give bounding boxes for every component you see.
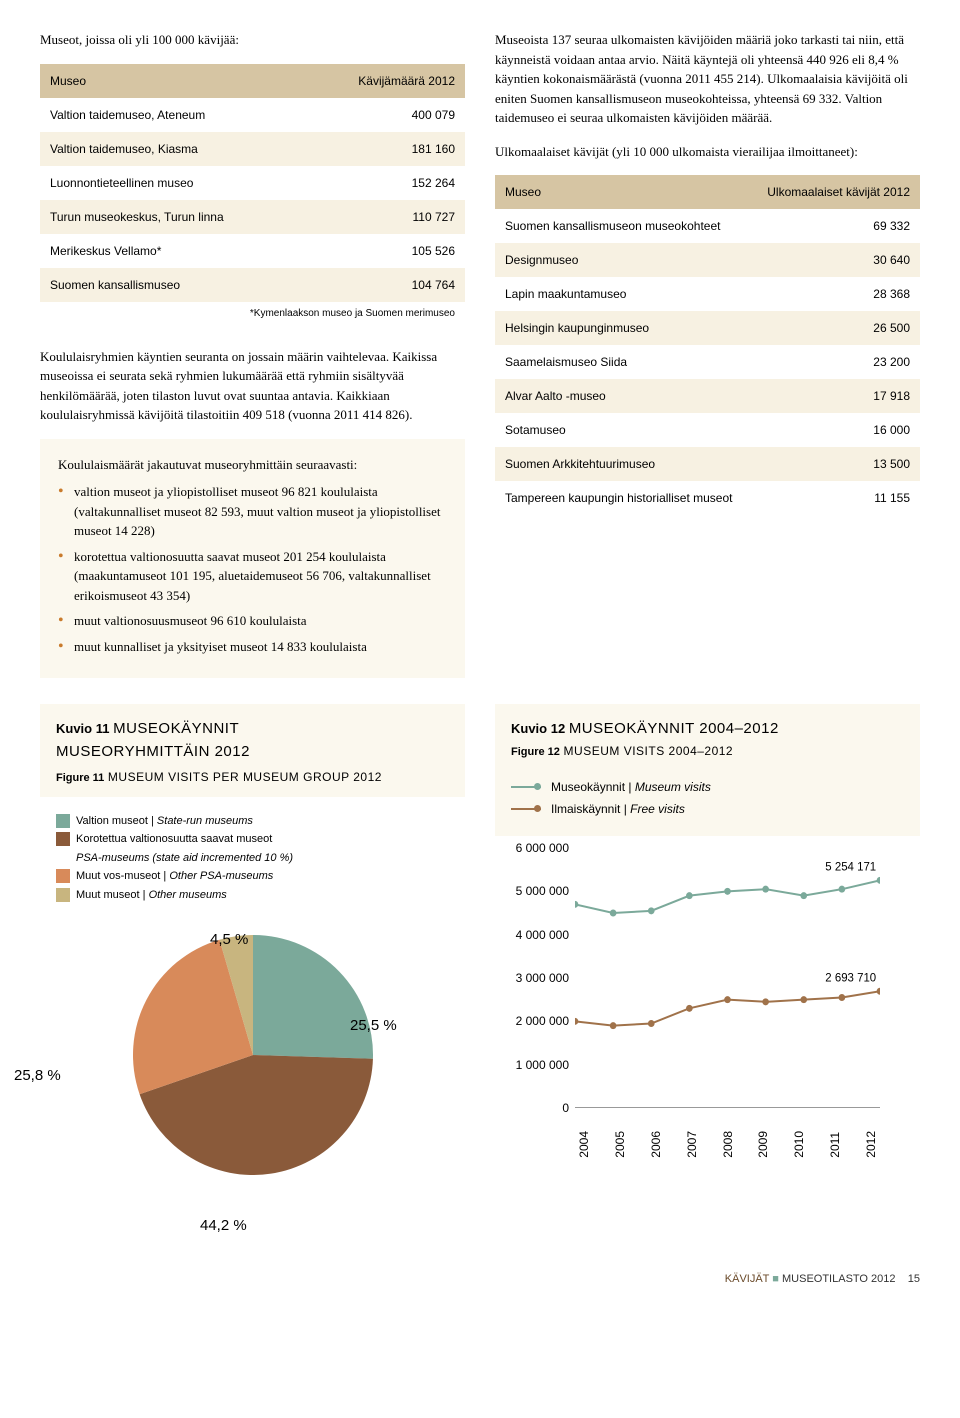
bullets-box: Koululaismäärät jakautuvat museoryhmittä…: [40, 439, 465, 679]
x-axis-label: 2008: [719, 1131, 737, 1158]
list-item: muut kunnalliset ja yksityiset museot 14…: [58, 637, 447, 657]
footer-page: 15: [908, 1273, 920, 1285]
svg-text:5 254 171: 5 254 171: [825, 860, 876, 873]
table-row: Alvar Aalto -museo17 918: [495, 379, 920, 413]
pie-chart: 4,5 %25,5 %25,8 %44,2 %: [40, 935, 465, 1235]
table-row: Suomen kansallismuseo104 764: [40, 268, 465, 302]
y-axis-label: 1 000 000: [516, 1056, 569, 1074]
left-para1: Koululaisryhmien käyntien seuranta on jo…: [40, 347, 465, 425]
legend-item: Ilmaiskäynnit | Free visits: [511, 800, 904, 818]
x-axis-label: 2006: [647, 1131, 665, 1158]
y-axis-label: 2 000 000: [516, 1012, 569, 1030]
x-axis-label: 2005: [611, 1131, 629, 1158]
pie-label: 25,5 %: [350, 1015, 397, 1038]
x-axis-label: 2011: [826, 1131, 844, 1158]
chart11-title-en: MUSEUM VISITS PER MUSEUM GROUP 2012: [108, 770, 382, 784]
table-row: Saamelaismuseo Siida23 200: [495, 345, 920, 379]
chart12-figure: Figure 12: [511, 746, 560, 758]
table-row: Suomen Arkkitehtuurimuseo13 500: [495, 447, 920, 481]
table-row: Designmuseo30 640: [495, 243, 920, 277]
legend-item: Muut vos-museot | Other PSA-museums: [56, 868, 449, 885]
pie-label: 44,2 %: [200, 1215, 247, 1238]
table-visitors: Museo Kävijämäärä 2012 Valtion taidemuse…: [40, 64, 465, 329]
right-para2: Ulkomaalaiset kävijät (yli 10 000 ulkoma…: [495, 142, 920, 162]
th2-count: Ulkomaalaiset kävijät 2012: [751, 175, 920, 209]
th-count: Kävijämäärä 2012: [305, 64, 465, 98]
y-axis-label: 3 000 000: [516, 969, 569, 987]
chart11-kuvio: Kuvio 11: [56, 721, 109, 736]
page-footer: KÄVIJÄT ■ MUSEOTILASTO 2012 15: [40, 1271, 920, 1288]
legend-item: Valtion museot | State-run museums: [56, 813, 449, 830]
chart12-kuvio: Kuvio 12: [511, 721, 565, 736]
x-axis-label: 2010: [790, 1131, 808, 1158]
chart11-title-fi: MUSEOKÄYNNIT: [113, 720, 239, 737]
table-row: Luonnontieteellinen museo152 264: [40, 166, 465, 200]
table-row: Turun museokeskus, Turun linna110 727: [40, 200, 465, 234]
x-axis-label: 2009: [754, 1131, 772, 1158]
table1-footnote: *Kymenlaakson museo ja Suomen merimuseo: [40, 302, 465, 329]
th-museum: Museo: [40, 64, 305, 98]
x-axis-label: 2007: [683, 1131, 701, 1158]
chart12-title-en: MUSEUM VISITS 2004–2012: [564, 744, 734, 758]
table-row: Valtion taidemuseo, Ateneum400 079: [40, 98, 465, 132]
legend-item: Korotettua valtionosuutta saavat museot: [56, 831, 449, 848]
y-axis-label: 6 000 000: [516, 839, 569, 857]
y-axis-label: 0: [562, 1099, 569, 1117]
left-intro: Museot, joissa oli yli 100 000 kävijää:: [40, 30, 465, 50]
table-row: Lapin maakuntamuseo28 368: [495, 277, 920, 311]
table-row: Suomen kansallismuseon museokohteet69 33…: [495, 209, 920, 243]
right-para1: Museoista 137 seuraa ulkomaisten kävijöi…: [495, 30, 920, 128]
pie-label: 25,8 %: [14, 1065, 61, 1088]
legend-item: Museokäynnit | Museum visits: [511, 778, 904, 796]
table-row: Tampereen kaupungin historialliset museo…: [495, 481, 920, 515]
chart11-title-sub: MUSEORYHMITTÄIN 2012: [56, 741, 449, 764]
line-chart: 0 1 000 000 2 000 000 3 000 000 4 000 000 5 0…: [495, 848, 920, 1158]
footer-section: KÄVIJÄT: [725, 1273, 769, 1285]
table-row: Sotamuseo16 000: [495, 413, 920, 447]
x-axis-label: 2004: [575, 1131, 593, 1158]
footer-title: MUSEOTILASTO 2012: [782, 1273, 896, 1285]
table-row: Merikeskus Vellamo*105 526: [40, 234, 465, 268]
y-axis-label: 5 000 000: [516, 882, 569, 900]
chart11-figure: Figure 11: [56, 772, 104, 784]
list-item: korotettua valtionosuutta saavat museot …: [58, 547, 447, 606]
table-row: Helsingin kaupunginmuseo26 500: [495, 311, 920, 345]
svg-text:2 693 710: 2 693 710: [825, 971, 876, 984]
table-row: Valtion taidemuseo, Kiasma181 160: [40, 132, 465, 166]
chart12-title-fi: MUSEOKÄYNNIT 2004–2012: [569, 720, 779, 737]
list-item: valtion museot ja yliopistolliset museot…: [58, 482, 447, 541]
chart12-legend: Museokäynnit | Museum visits Ilmaiskäynni…: [495, 770, 920, 836]
pie-label: 4,5 %: [210, 929, 248, 952]
y-axis-label: 4 000 000: [516, 926, 569, 944]
table-foreign: Museo Ulkomaalaiset kävijät 2012 Suomen …: [495, 175, 920, 515]
legend-item: Muut museot | Other museums: [56, 887, 449, 904]
chart12-header: Kuvio 12 MUSEOKÄYNNIT 2004–2012 Figure 1…: [495, 704, 920, 770]
box-lead: Koululaismäärät jakautuvat museoryhmittä…: [58, 455, 447, 475]
x-axis-label: 2012: [862, 1131, 880, 1158]
th2-museum: Museo: [495, 175, 751, 209]
chart11-legend: Valtion museot | State-run museumsKorote…: [40, 807, 465, 916]
list-item: muut valtionosuusmuseot 96 610 koululais…: [58, 611, 447, 631]
chart11-header: Kuvio 11 MUSEOKÄYNNIT MUSEORYHMITTÄIN 20…: [40, 704, 465, 797]
